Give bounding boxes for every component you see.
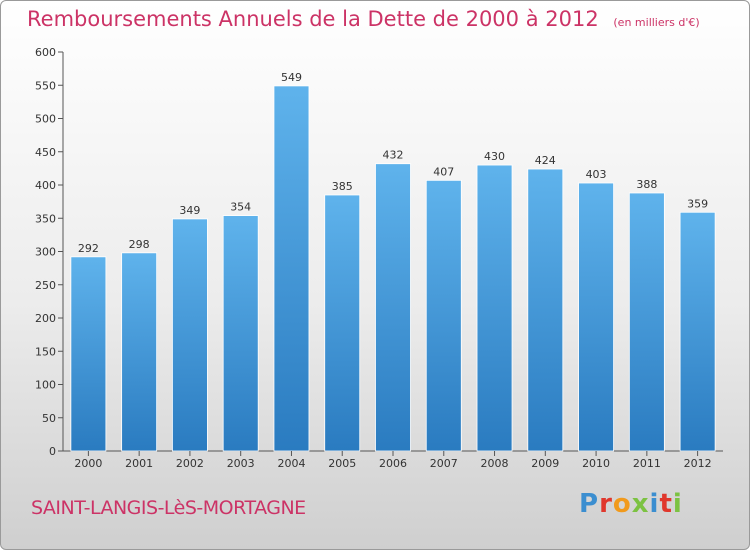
- x-tick-label: 2009: [531, 457, 559, 470]
- bar-value-label: 407: [433, 165, 454, 178]
- bar: [70, 256, 107, 452]
- logo-letter: i: [649, 489, 660, 519]
- bar-value-label: 549: [281, 71, 302, 84]
- y-tick-label: 350: [35, 212, 56, 225]
- logo-letter: o: [612, 489, 632, 519]
- commune-name: SAINT-LANGIS-LèS-MORTAGNE: [31, 497, 306, 519]
- bar: [679, 211, 716, 452]
- y-tick-label: 300: [35, 246, 56, 259]
- bar: [324, 194, 361, 452]
- logo-letter: x: [631, 489, 650, 519]
- y-tick-label: 400: [35, 179, 56, 192]
- bar-value-label: 430: [484, 150, 505, 163]
- x-tick-label: 2001: [125, 457, 153, 470]
- x-tick-label: 2006: [379, 457, 407, 470]
- chart-unit: (en milliers d'€): [613, 16, 700, 29]
- bar: [121, 252, 158, 452]
- chart-title: Remboursements Annuels de la Dette de 20…: [27, 7, 700, 31]
- bar: [425, 179, 462, 452]
- bar: [527, 168, 564, 452]
- x-tick-label: 2012: [684, 457, 712, 470]
- bar-value-label: 298: [129, 238, 150, 251]
- x-tick-label: 2011: [633, 457, 661, 470]
- bar-value-label: 403: [586, 168, 607, 181]
- x-tick-label: 2000: [74, 457, 102, 470]
- bar-value-label: 424: [535, 154, 556, 167]
- bar-value-label: 292: [78, 242, 99, 255]
- x-tick-label: 2008: [481, 457, 509, 470]
- bar: [273, 85, 310, 452]
- x-tick-label: 2003: [227, 457, 255, 470]
- bar: [578, 182, 614, 452]
- x-tick-label: 2007: [430, 457, 458, 470]
- x-tick-label: 2010: [582, 457, 610, 470]
- y-tick-label: 600: [35, 46, 56, 59]
- bar-value-label: 354: [230, 201, 251, 214]
- y-tick-label: 550: [35, 79, 56, 92]
- y-tick-label: 200: [35, 312, 56, 325]
- bar-value-label: 359: [687, 197, 708, 210]
- bar: [375, 163, 411, 452]
- bar-value-label: 385: [332, 180, 353, 193]
- bar-value-label: 349: [179, 204, 200, 217]
- y-tick-label: 250: [35, 279, 56, 292]
- y-tick-label: 500: [35, 113, 56, 126]
- logo-letter: i: [672, 489, 683, 519]
- bar: [628, 192, 665, 452]
- x-tick-label: 2005: [328, 457, 356, 470]
- y-tick-label: 100: [35, 379, 56, 392]
- y-tick-label: 50: [42, 412, 56, 425]
- y-tick-label: 150: [35, 345, 56, 358]
- bar: [476, 164, 513, 452]
- x-tick-label: 2002: [176, 457, 204, 470]
- bar-value-label: 432: [383, 149, 404, 162]
- chart-title-text: Remboursements Annuels de la Dette de 20…: [27, 7, 599, 31]
- y-tick-label: 0: [49, 445, 56, 458]
- x-tick-label: 2004: [277, 457, 305, 470]
- bar: [222, 215, 259, 452]
- bar-value-label: 388: [636, 178, 657, 191]
- y-tick-label: 450: [35, 146, 56, 159]
- proxiti-logo: Proxiti: [579, 489, 683, 519]
- bar: [172, 218, 208, 452]
- logo-letter: P: [579, 489, 600, 519]
- logo-letter: r: [599, 489, 613, 519]
- logo-letter: t: [659, 489, 673, 519]
